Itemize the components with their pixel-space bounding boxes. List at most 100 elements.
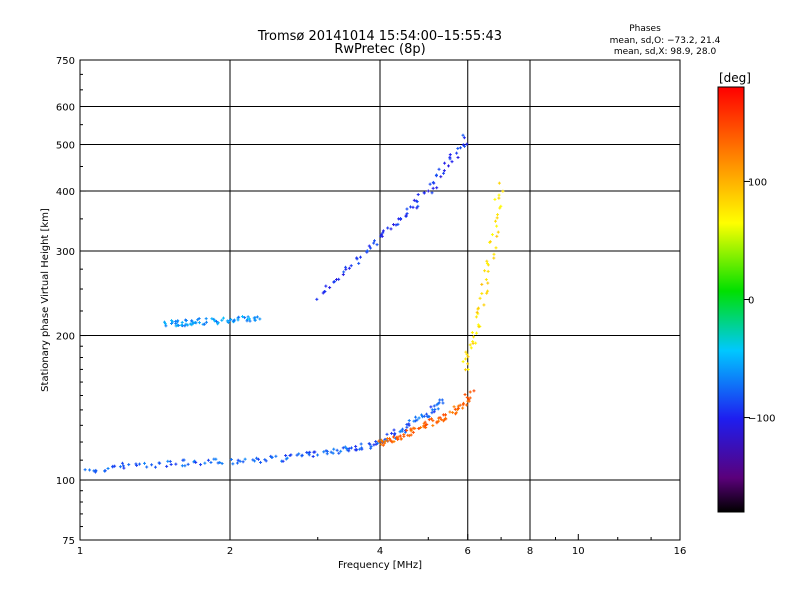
chart-subtitle: RwPretec (8p) <box>334 42 425 57</box>
x-tick-label: 2 <box>227 546 233 557</box>
data-point <box>206 458 210 462</box>
data-point <box>468 343 472 347</box>
data-point <box>472 335 476 339</box>
data-point <box>225 319 229 323</box>
data-point <box>415 206 419 210</box>
data-point <box>497 196 501 200</box>
data-point <box>405 428 409 432</box>
data-point <box>163 322 167 326</box>
data-point <box>232 319 236 323</box>
data-point <box>426 189 430 193</box>
data-point <box>416 193 420 197</box>
data-point <box>393 431 397 435</box>
data-point <box>194 460 198 464</box>
x-tick-label: 1 <box>77 546 83 557</box>
data-point <box>312 450 316 454</box>
data-point <box>372 239 376 243</box>
data-point <box>379 442 383 446</box>
data-point <box>169 463 173 467</box>
data-point <box>174 324 178 328</box>
x-tick-label: 4 <box>377 546 383 557</box>
data-point <box>423 420 427 424</box>
data-point <box>88 468 92 472</box>
data-point <box>501 189 505 193</box>
data-point <box>164 324 168 328</box>
data-point <box>465 142 469 146</box>
data-point <box>213 319 217 323</box>
data-point <box>150 463 154 467</box>
data-point <box>399 429 403 433</box>
data-point <box>332 280 336 284</box>
data-point <box>464 350 468 354</box>
data-point <box>458 403 462 407</box>
data-point <box>358 447 362 451</box>
data-point <box>198 321 202 325</box>
data-point <box>397 217 401 221</box>
data-point <box>430 191 434 195</box>
data-point <box>435 420 439 424</box>
data-point <box>379 438 383 442</box>
colorbar <box>717 86 745 513</box>
data-point <box>168 459 172 463</box>
data-point <box>220 318 224 322</box>
data-point <box>143 461 147 465</box>
data-point <box>405 422 409 426</box>
data-point <box>328 286 332 290</box>
data-point <box>405 212 409 216</box>
data-point <box>94 468 98 472</box>
data-point <box>243 457 247 461</box>
phases-heading: Phases <box>629 24 661 34</box>
data-point <box>448 153 452 157</box>
data-point <box>483 269 487 273</box>
data-point <box>469 346 473 350</box>
data-point <box>461 403 465 407</box>
data-point <box>495 224 499 228</box>
data-point <box>492 252 496 256</box>
data-point <box>214 457 218 461</box>
data-point <box>407 423 411 427</box>
data-point <box>174 462 178 466</box>
data-point <box>488 240 492 244</box>
data-point <box>353 448 357 452</box>
data-point <box>442 169 446 173</box>
data-point <box>435 186 439 190</box>
data-point <box>465 395 469 399</box>
data-point <box>342 270 346 274</box>
data-point <box>216 322 220 326</box>
y-tick-label: 750 <box>56 56 75 67</box>
data-point <box>392 428 396 432</box>
data-point <box>120 461 124 465</box>
data-point <box>183 464 187 468</box>
data-point <box>438 398 442 402</box>
data-point <box>466 355 470 359</box>
data-point <box>118 465 122 469</box>
data-point <box>246 315 250 319</box>
data-point <box>476 323 480 327</box>
data-point <box>331 451 335 455</box>
data-point <box>347 447 351 451</box>
data-point <box>188 322 192 326</box>
data-point <box>438 416 442 420</box>
data-point <box>455 151 459 155</box>
data-point <box>355 257 359 261</box>
data-point <box>494 246 498 250</box>
data-point <box>174 319 178 323</box>
data-point <box>255 315 259 319</box>
data-point <box>388 438 392 442</box>
x-tick-label: 10 <box>572 546 585 557</box>
data-point <box>83 468 87 472</box>
data-point <box>135 463 139 467</box>
data-point <box>236 318 240 322</box>
data-point <box>414 415 418 419</box>
data-point <box>204 320 208 324</box>
data-point <box>401 427 405 431</box>
data-point <box>407 419 411 423</box>
data-point <box>192 460 196 464</box>
y-tick-label: 400 <box>56 187 75 198</box>
data-point <box>461 406 465 410</box>
data-point <box>432 404 436 408</box>
data-point <box>386 226 390 230</box>
data-point <box>402 433 406 437</box>
data-point <box>430 417 434 421</box>
data-point <box>241 315 245 319</box>
